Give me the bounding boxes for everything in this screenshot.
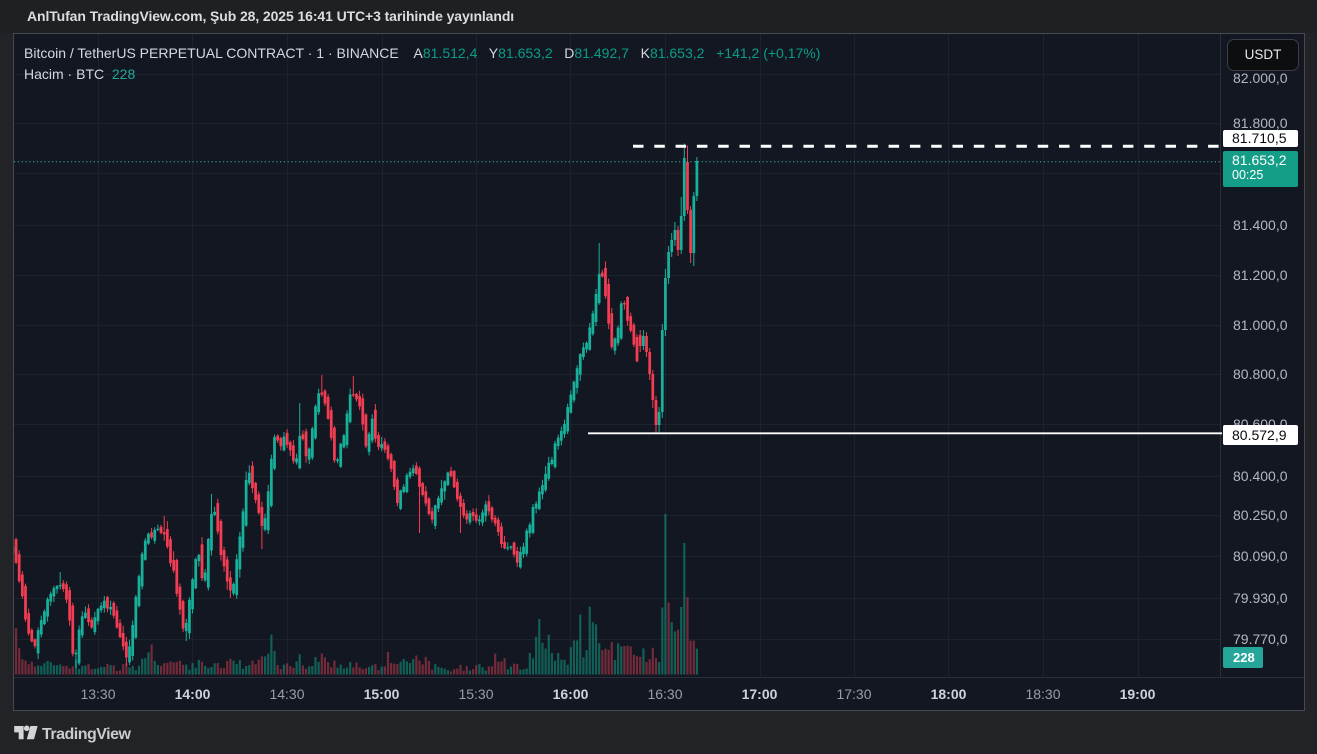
svg-text:TradingView: TradingView [42,726,132,743]
